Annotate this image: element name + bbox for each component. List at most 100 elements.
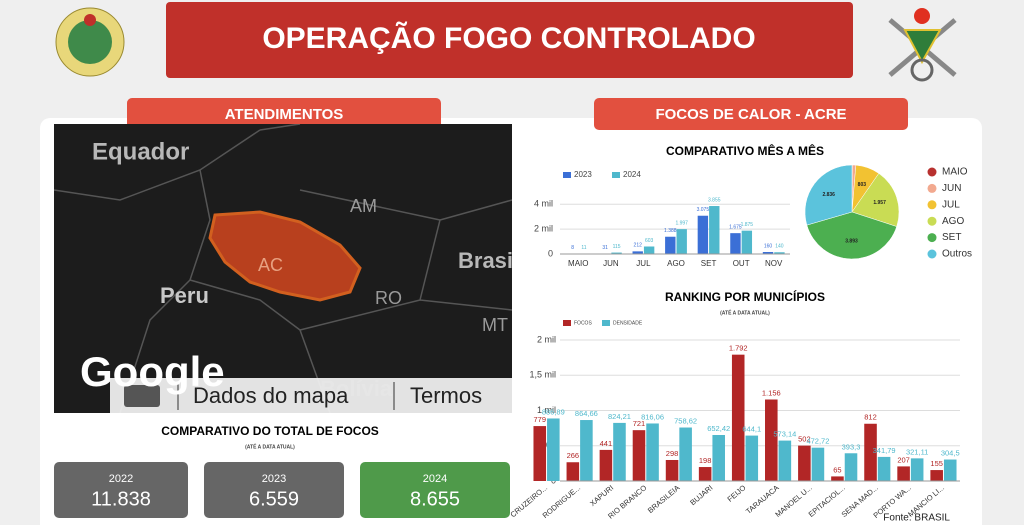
bar xyxy=(765,399,778,481)
pie-slice xyxy=(851,173,900,227)
card-year: 2023 xyxy=(262,473,286,485)
bar xyxy=(665,236,676,254)
data-label: 31 xyxy=(602,245,608,251)
chart-title: RANKING POR MUNICÍPIOS xyxy=(665,289,825,304)
data-label: 3.893 xyxy=(845,238,858,244)
map-label: AC xyxy=(258,255,283,275)
map[interactable]: EquadorAMPeruACBrasiROMTBolívia xyxy=(54,124,513,413)
card-year: 2022 xyxy=(109,473,133,485)
y-tick-label: 4 mil xyxy=(534,199,553,209)
data-label: 1.792 xyxy=(729,344,748,353)
data-label: 758,62 xyxy=(674,417,697,426)
legend-label: MAIO xyxy=(942,167,968,178)
data-label: 652,42 xyxy=(707,424,730,433)
data-label: 3.075 xyxy=(697,207,710,213)
data-label: 140 xyxy=(775,244,784,250)
bar xyxy=(774,252,785,254)
bar xyxy=(709,206,720,254)
legend-swatch xyxy=(927,200,937,210)
bar xyxy=(533,426,547,481)
bar xyxy=(580,420,593,481)
map-link[interactable]: Dados do mapa xyxy=(193,383,349,408)
data-label: 65 xyxy=(833,465,841,474)
bar xyxy=(547,418,560,481)
bar xyxy=(632,251,643,254)
keyboard-icon[interactable] xyxy=(124,385,160,407)
legend-label: SET xyxy=(942,232,961,243)
pie-slice xyxy=(804,164,853,226)
legend-label: FOCOS xyxy=(574,320,592,326)
bar xyxy=(811,447,825,481)
map-link[interactable]: Termos xyxy=(410,383,482,408)
card-total: 8.655 xyxy=(410,488,460,510)
data-label: 779 xyxy=(533,415,546,424)
legend-label: Outros xyxy=(942,249,972,260)
legend-swatch xyxy=(927,216,937,226)
section-button[interactable] xyxy=(127,98,441,130)
bar xyxy=(730,233,741,254)
x-tick-label: SET xyxy=(701,259,717,268)
map-attribution-bar xyxy=(110,378,512,413)
y-tick-label: 0 xyxy=(548,248,553,258)
data-label: 115 xyxy=(613,244,621,250)
bar xyxy=(910,458,924,481)
data-label: 573,14 xyxy=(773,430,796,439)
map-label: Brasi xyxy=(458,248,513,273)
legend-swatch xyxy=(563,320,571,326)
map-label: Peru xyxy=(160,283,209,308)
data-label: 160 xyxy=(764,243,773,249)
data-label: 1.875 xyxy=(741,222,754,228)
legend-label: DENSIDADE xyxy=(613,320,643,326)
data-label: 1.997 xyxy=(675,220,688,226)
bar xyxy=(712,435,725,481)
bar xyxy=(676,229,687,254)
chart-subtitle: (ATÉ A DATA ATUAL) xyxy=(720,308,770,316)
data-label: 1.156 xyxy=(762,388,781,397)
bar xyxy=(930,470,943,481)
bar xyxy=(679,427,692,481)
y-tick-label: 1 mil xyxy=(537,405,556,415)
state-emblem xyxy=(55,7,125,77)
bar xyxy=(646,423,659,481)
bar xyxy=(698,467,712,481)
data-label: 212 xyxy=(634,243,643,249)
bar xyxy=(897,466,910,481)
bar xyxy=(762,252,774,254)
data-label: 321,11 xyxy=(906,447,928,456)
data-label: 441 xyxy=(600,439,613,448)
totals-subtitle: (ATÉ A DATA ATUAL) xyxy=(245,442,295,450)
bar xyxy=(798,445,811,481)
header-banner xyxy=(166,2,853,78)
section-title: ATENDIMENTOS xyxy=(225,106,344,123)
legend-label: 2023 xyxy=(574,170,592,179)
data-label: 207 xyxy=(897,455,910,464)
data-label: 155 xyxy=(930,459,943,468)
legend-label: JUN xyxy=(942,183,961,194)
data-label: 644,1 xyxy=(742,425,761,434)
legend-swatch xyxy=(602,320,610,326)
map-label: MT xyxy=(482,315,508,335)
section-button[interactable] xyxy=(594,98,908,130)
legend-swatch xyxy=(927,233,937,243)
total-card xyxy=(54,462,188,518)
data-label: 8 xyxy=(571,245,574,251)
map-label: AM xyxy=(350,196,377,216)
data-label: 721 xyxy=(633,419,646,428)
data-label: 502 xyxy=(798,435,811,444)
card-total: 11.838 xyxy=(91,488,151,510)
bar xyxy=(611,252,622,254)
data-label: 198 xyxy=(699,456,712,465)
map-logo: Google xyxy=(80,348,225,395)
bar xyxy=(877,456,891,481)
map-label: RO xyxy=(375,288,402,308)
x-tick-label: MAIO xyxy=(568,259,588,268)
total-card xyxy=(204,462,344,518)
totals-title: COMPARATIVO DO TOTAL DE FOCOS xyxy=(161,424,379,438)
bar xyxy=(864,423,877,481)
data-label: 864,66 xyxy=(575,409,598,418)
map-label: Equador xyxy=(92,138,189,165)
bar xyxy=(745,435,759,481)
bar xyxy=(844,453,858,481)
